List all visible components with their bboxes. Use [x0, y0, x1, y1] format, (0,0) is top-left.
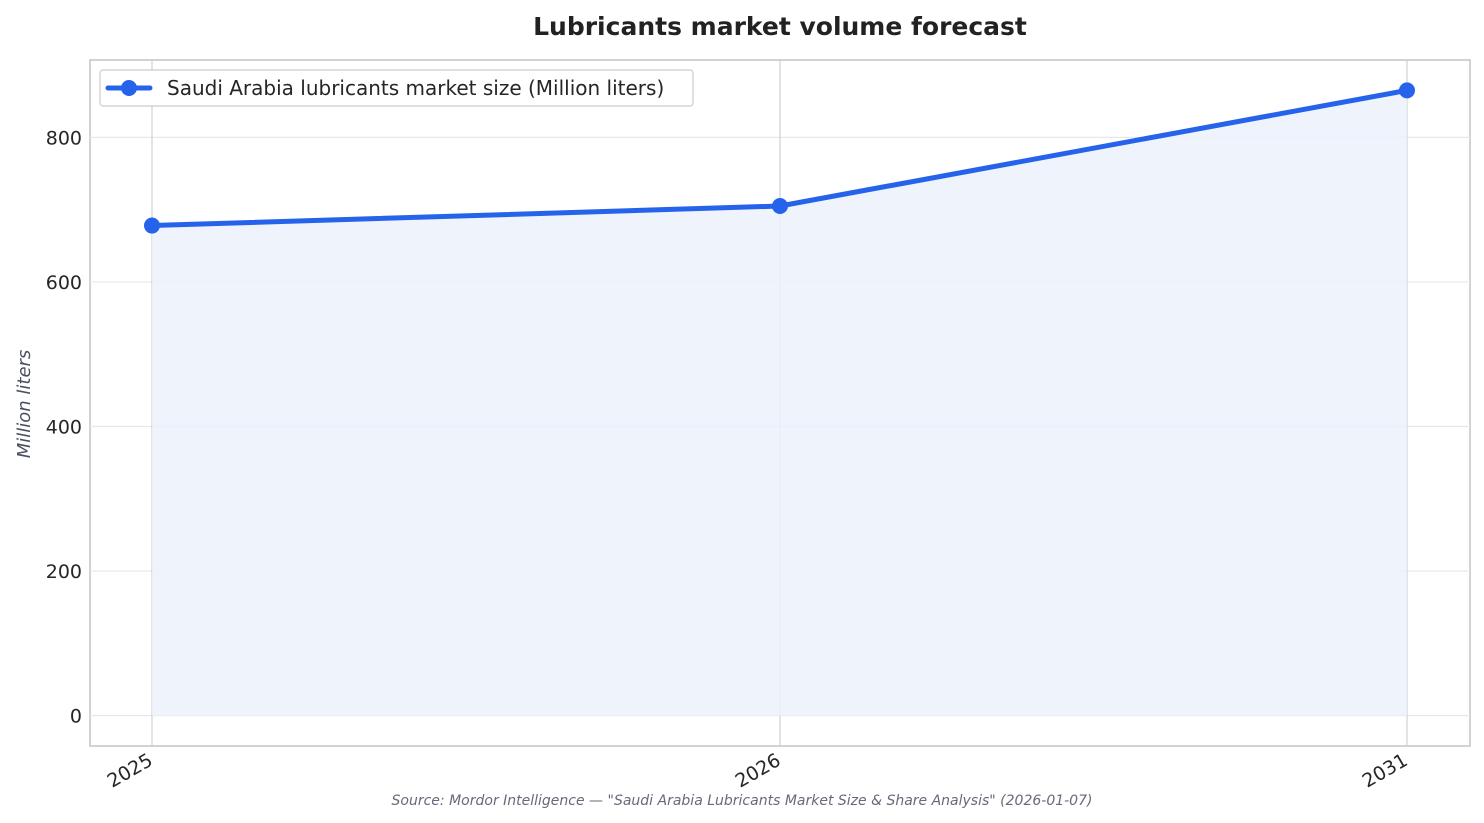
data-point-2026 — [772, 198, 788, 215]
y-tick-label: 0 — [70, 706, 82, 728]
y-axis-ticks: 0 200 400 600 800 — [46, 127, 82, 727]
source-note: Source: Mordor Intelligence — "Saudi Ara… — [392, 793, 1093, 809]
data-points — [144, 82, 1415, 234]
y-tick-label: 400 — [46, 416, 82, 438]
legend-marker-swatch — [121, 80, 137, 96]
y-tick-label: 800 — [46, 127, 82, 149]
y-axis-label: Million liters — [14, 350, 35, 459]
plot-area — [89, 59, 1471, 747]
y-tick-label: 600 — [46, 272, 82, 294]
legend-box — [99, 69, 694, 107]
data-point-2031 — [1399, 82, 1415, 99]
y-tick-label: 200 — [46, 561, 82, 583]
series-area-fill — [152, 90, 1407, 716]
x-axis-ticks: 2025 2026 2031 — [104, 749, 1412, 792]
x-tick-label: 2025 — [104, 749, 157, 792]
legend: Saudi Arabia lubricants market size (Mil… — [99, 69, 694, 107]
chart-title: Lubricants market volume forecast — [533, 12, 1027, 41]
legend-entry-label: Saudi Arabia lubricants market size (Mil… — [167, 76, 664, 100]
data-point-2025 — [144, 217, 160, 234]
x-tick-label: 2031 — [1359, 749, 1412, 792]
x-tick-label: 2026 — [732, 749, 785, 792]
